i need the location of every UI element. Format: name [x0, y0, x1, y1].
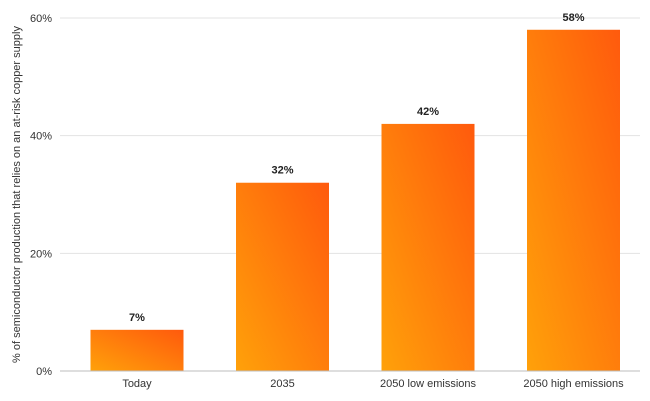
data-label: 32% — [271, 165, 293, 177]
x-tick-label: 2050 high emissions — [523, 378, 624, 390]
data-labels: 7% 32% 42% 58% — [129, 12, 585, 324]
x-axis-ticks: Today 2035 2050 low emissions 2050 high emi… — [122, 378, 624, 390]
bars — [90, 29, 620, 372]
x-tick-label: Today — [122, 378, 152, 390]
bar — [90, 329, 184, 371]
bar — [527, 29, 620, 372]
x-tick-label: 2050 low emissions — [380, 378, 476, 390]
y-tick-label: 40% — [30, 131, 52, 143]
y-axis-ticks: 0% 20% 40% 60% — [30, 13, 52, 378]
data-label: 7% — [129, 312, 145, 324]
bar — [381, 123, 475, 372]
data-label: 58% — [562, 12, 584, 24]
y-tick-label: 60% — [30, 13, 52, 25]
bar — [236, 182, 329, 371]
data-label: 42% — [417, 106, 439, 118]
y-tick-label: 20% — [30, 248, 52, 260]
x-tick-label: 2035 — [270, 378, 294, 390]
y-axis-label: % of semiconductor production that relie… — [11, 26, 23, 363]
y-tick-label: 0% — [36, 366, 52, 378]
